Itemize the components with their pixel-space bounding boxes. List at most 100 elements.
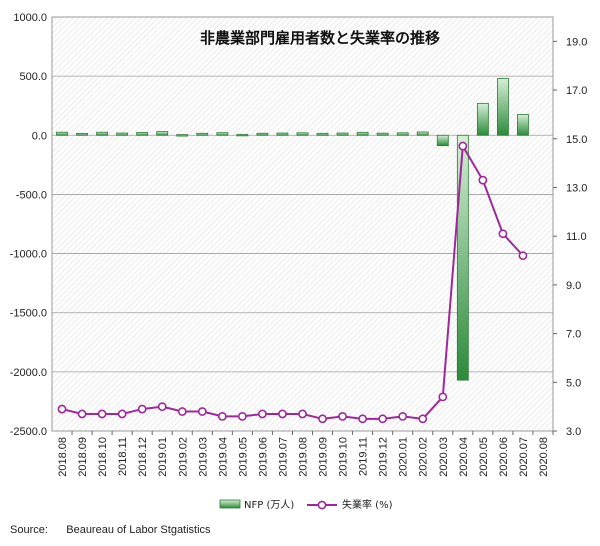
x-tick-label: 2020.05 <box>478 437 490 477</box>
x-tick-label: 2020.06 <box>498 437 510 477</box>
unemployment-point <box>217 411 227 421</box>
unemployment-point <box>338 411 347 421</box>
plot-area-border <box>51 16 554 432</box>
y-axis-left: 1000.0 500.0 0.0 -500.0 -1000.0 -1500.0 -2000.… <box>10 12 47 438</box>
nfp-bar <box>336 132 349 136</box>
nfp-bar <box>476 102 489 136</box>
y-right-tick-label: 17.0 <box>566 85 587 97</box>
x-tick-label: 2019.12 <box>378 437 390 477</box>
x-tick-label: 2019.07 <box>277 437 289 477</box>
nfp-bar <box>316 132 329 136</box>
x-axis: 2018.08 2018.09 2018.10 2018.11 2018.12 2019.… <box>57 431 554 477</box>
y-right-tick-label: 13.0 <box>566 182 587 194</box>
unemployment-point <box>57 404 67 414</box>
chart-title: 非農業部門雇用者数と失業率の推移 <box>200 29 440 47</box>
unemployment-line <box>57 141 528 424</box>
nfp-bar <box>136 132 149 136</box>
y-right-tick-label: 15.0 <box>566 134 587 146</box>
x-tick-label: 2020.03 <box>438 437 450 477</box>
unemployment-point <box>478 175 488 185</box>
y-left-tick-label: 500.0 <box>19 71 47 83</box>
unemployment-point <box>278 409 287 419</box>
nfp-bar <box>236 133 249 137</box>
nfp-bar <box>116 132 129 136</box>
nfp-bar <box>216 132 229 136</box>
legend-rate-label: 失業率 (%) <box>342 498 393 511</box>
nfp-bar <box>256 132 269 136</box>
unemployment-point <box>117 409 127 419</box>
nfp-bar <box>517 114 529 136</box>
x-tick-label: 2020.01 <box>398 437 410 477</box>
x-tick-label: 2020.07 <box>518 437 530 477</box>
unemployment-point <box>177 407 187 416</box>
x-tick-label: 2019.06 <box>257 437 269 477</box>
nfp-bar <box>496 78 509 136</box>
unemployment-point <box>438 392 448 402</box>
x-tick-label: 2019.11 <box>358 437 370 476</box>
y-left-tick-label: 0.0 <box>32 130 47 142</box>
unemployment-point <box>97 409 107 419</box>
y-right-tick-label: 3.0 <box>566 426 581 438</box>
nfp-bar <box>436 134 449 147</box>
nfp-bar <box>416 131 429 136</box>
y-right-tick-label: 19.0 <box>566 36 587 48</box>
unemployment-point <box>398 411 408 421</box>
unemployment-point <box>458 141 468 151</box>
plot-area-background <box>52 17 553 431</box>
unemployment-point <box>258 409 267 419</box>
unemployment-point <box>298 409 307 419</box>
unemployment-point <box>358 414 368 424</box>
unemployment-point <box>378 414 388 424</box>
nfp-bar <box>376 132 389 136</box>
unemployment-point <box>137 404 147 414</box>
x-tick-label: 2019.10 <box>338 437 350 477</box>
legend: NFP (万人) 失業率 (%) <box>219 498 393 511</box>
unemployment-point <box>518 251 528 261</box>
nfp-bar <box>76 132 88 136</box>
unemployment-point <box>157 402 167 412</box>
nfp-bar <box>396 132 409 136</box>
y-left-tick-label: -1500.0 <box>10 308 47 320</box>
y-left-tick-label: -2000.0 <box>10 367 47 379</box>
x-tick-label: 2019.04 <box>217 437 229 477</box>
nfp-bar <box>176 134 189 137</box>
gridlines <box>52 75 553 373</box>
nfp-bar <box>276 132 289 136</box>
y-left-tick-label: 1000.0 <box>13 12 47 24</box>
x-tick-label: 2019.02 <box>177 437 189 477</box>
nfp-bar <box>356 131 369 136</box>
x-tick-label: 2018.09 <box>77 437 89 477</box>
y-right-tick-label: 11.0 <box>566 231 587 243</box>
unemployment-point <box>498 229 508 239</box>
nfp-bar <box>196 132 209 136</box>
y-left-tick-label: -2500.0 <box>10 426 47 438</box>
y-right-tick-label: 7.0 <box>566 329 581 341</box>
unemployment-point <box>418 414 428 424</box>
y-left-tick-label: -1000.0 <box>10 249 47 261</box>
unemployment-point <box>318 414 327 424</box>
nfp-bar <box>156 131 169 136</box>
unemployment-point <box>237 411 247 421</box>
nfp-bar <box>56 131 68 136</box>
x-tick-label: 2019.05 <box>237 437 249 477</box>
y-right-tick-label: 9.0 <box>566 280 581 292</box>
x-tick-label: 2018.12 <box>137 437 149 477</box>
x-tick-label: 2018.10 <box>97 437 109 477</box>
y-axis-right: 19.0 17.0 15.0 13.0 11.0 9.0 7.0 5.0 3.0 <box>553 36 587 438</box>
x-tick-label: 2020.08 <box>538 437 550 477</box>
y-left-tick-label: -500.0 <box>16 189 47 201</box>
unemployment-point <box>77 409 87 419</box>
x-tick-label: 2020.04 <box>458 437 470 477</box>
x-tick-label: 2019.01 <box>157 437 169 477</box>
legend-rate-marker <box>317 500 327 510</box>
unemployment-point <box>197 407 207 416</box>
x-tick-label: 2019.08 <box>298 437 310 477</box>
legend-nfp-label: NFP (万人) <box>244 499 294 511</box>
x-tick-label: 2018.08 <box>57 437 69 477</box>
x-tick-label: 2019.09 <box>318 437 330 477</box>
nfp-bar <box>296 132 309 136</box>
x-tick-label: 2020.02 <box>418 437 430 477</box>
y-right-tick-label: 5.0 <box>566 377 581 389</box>
